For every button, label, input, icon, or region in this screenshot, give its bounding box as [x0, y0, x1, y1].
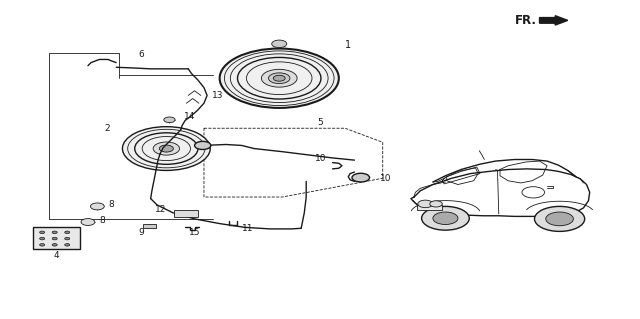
Text: 8: 8	[99, 216, 105, 225]
Text: 13: 13	[212, 91, 223, 100]
Circle shape	[52, 231, 57, 234]
Circle shape	[52, 244, 57, 246]
Text: 15: 15	[189, 227, 200, 236]
Text: 8: 8	[109, 200, 115, 209]
Circle shape	[269, 73, 290, 84]
Circle shape	[261, 69, 297, 87]
Text: 10: 10	[380, 174, 392, 183]
Circle shape	[65, 244, 70, 246]
Text: 4: 4	[54, 251, 59, 260]
Text: 11: 11	[242, 224, 253, 233]
FancyArrow shape	[540, 16, 568, 25]
Circle shape	[546, 212, 573, 226]
Bar	[143, 224, 156, 228]
Circle shape	[122, 127, 210, 170]
Circle shape	[220, 48, 339, 108]
Circle shape	[422, 206, 469, 230]
Text: 5: 5	[317, 118, 323, 127]
Circle shape	[430, 201, 442, 207]
Circle shape	[534, 206, 585, 231]
Text: FR.: FR.	[515, 14, 536, 27]
Circle shape	[164, 117, 175, 122]
Bar	[33, 227, 80, 249]
Circle shape	[81, 219, 95, 226]
Text: 1: 1	[345, 41, 351, 50]
Circle shape	[273, 75, 285, 81]
Text: 14: 14	[184, 112, 195, 121]
Circle shape	[418, 200, 433, 208]
Circle shape	[40, 244, 45, 246]
Circle shape	[159, 145, 173, 152]
Text: 10: 10	[315, 154, 326, 163]
Circle shape	[352, 173, 369, 182]
Circle shape	[195, 141, 211, 150]
Circle shape	[65, 231, 70, 234]
Circle shape	[272, 40, 287, 48]
Bar	[417, 204, 442, 210]
Circle shape	[65, 237, 70, 240]
Text: 9: 9	[138, 227, 144, 236]
Bar	[175, 211, 198, 217]
Circle shape	[40, 237, 45, 240]
Text: 2: 2	[104, 124, 109, 133]
Circle shape	[433, 212, 458, 225]
Circle shape	[153, 142, 179, 155]
Text: 6: 6	[138, 50, 144, 59]
Text: 12: 12	[155, 205, 166, 214]
Circle shape	[90, 203, 104, 210]
Circle shape	[52, 237, 57, 240]
Circle shape	[40, 231, 45, 234]
